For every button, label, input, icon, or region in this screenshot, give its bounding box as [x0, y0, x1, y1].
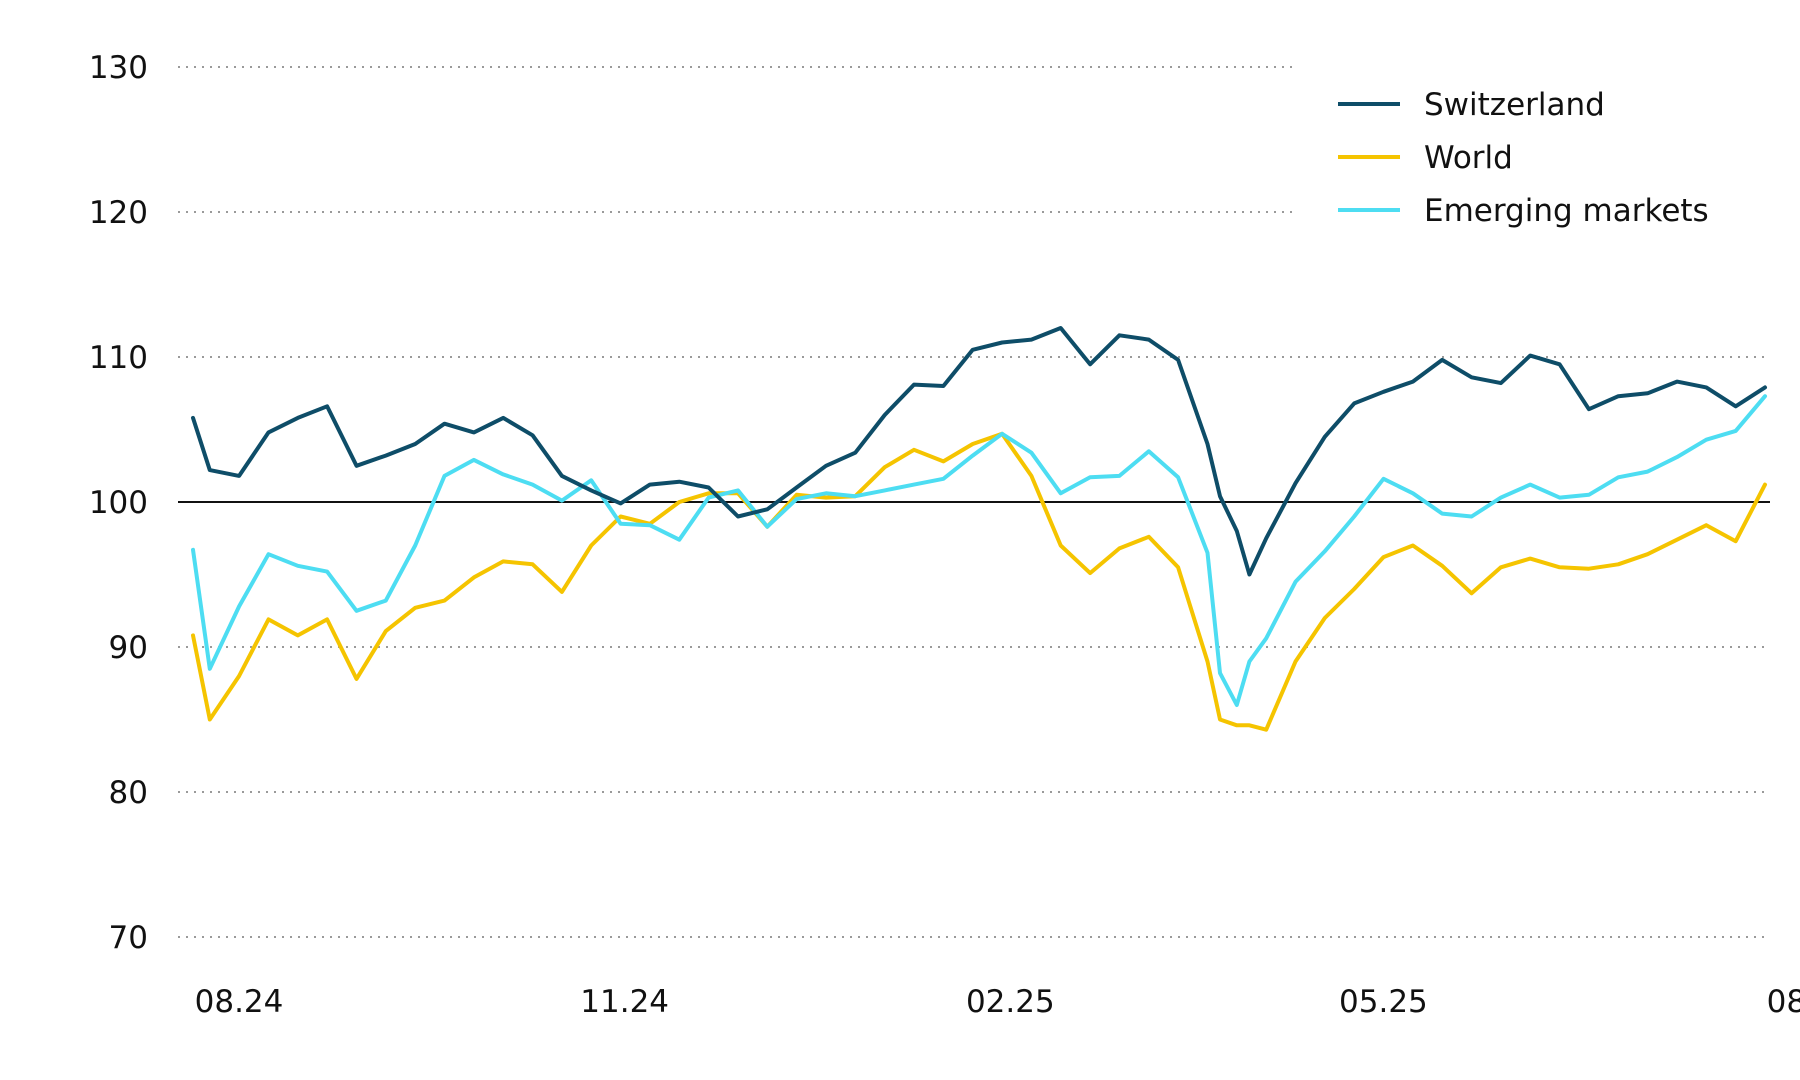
- y-tick-label-120: 120: [89, 195, 148, 231]
- legend-item-switzerland: Switzerland: [1338, 87, 1605, 123]
- x-tick-label-0: 08.24: [195, 984, 284, 1020]
- series-line-switzerland: [191, 326, 1767, 577]
- legend-item-emerging-markets: Emerging markets: [1338, 193, 1709, 229]
- x-tick-label-3: 05.25: [1339, 984, 1428, 1020]
- series-layer: [191, 326, 1767, 732]
- y-tick-label-100: 100: [89, 485, 148, 521]
- grid-layer: [178, 66, 1770, 938]
- legend-label-world: World: [1424, 140, 1513, 176]
- y-axis-ticks: 70 80 90 100 110 120 130: [89, 50, 148, 956]
- legend-item-world: World: [1338, 140, 1513, 176]
- legend-label-switzerland: Switzerland: [1424, 87, 1605, 123]
- y-tick-label-70: 70: [109, 920, 148, 956]
- y-tick-label-110: 110: [89, 340, 148, 376]
- x-axis-ticks: 08.24 11.24 02.25 05.25 08.25: [195, 984, 1800, 1020]
- y-tick-label-80: 80: [109, 775, 148, 811]
- x-tick-label-4: 08.25: [1767, 984, 1800, 1020]
- legend-label-emerging-markets: Emerging markets: [1424, 193, 1709, 229]
- x-tick-label-2: 02.25: [966, 984, 1055, 1020]
- y-tick-label-130: 130: [89, 50, 148, 86]
- x-tick-label-1: 11.24: [580, 984, 669, 1020]
- series-line-emerging-markets: [191, 394, 1767, 707]
- y-tick-label-90: 90: [109, 630, 148, 666]
- series-line-world: [191, 431, 1767, 732]
- legend: Switzerland World Emerging markets: [1338, 87, 1709, 229]
